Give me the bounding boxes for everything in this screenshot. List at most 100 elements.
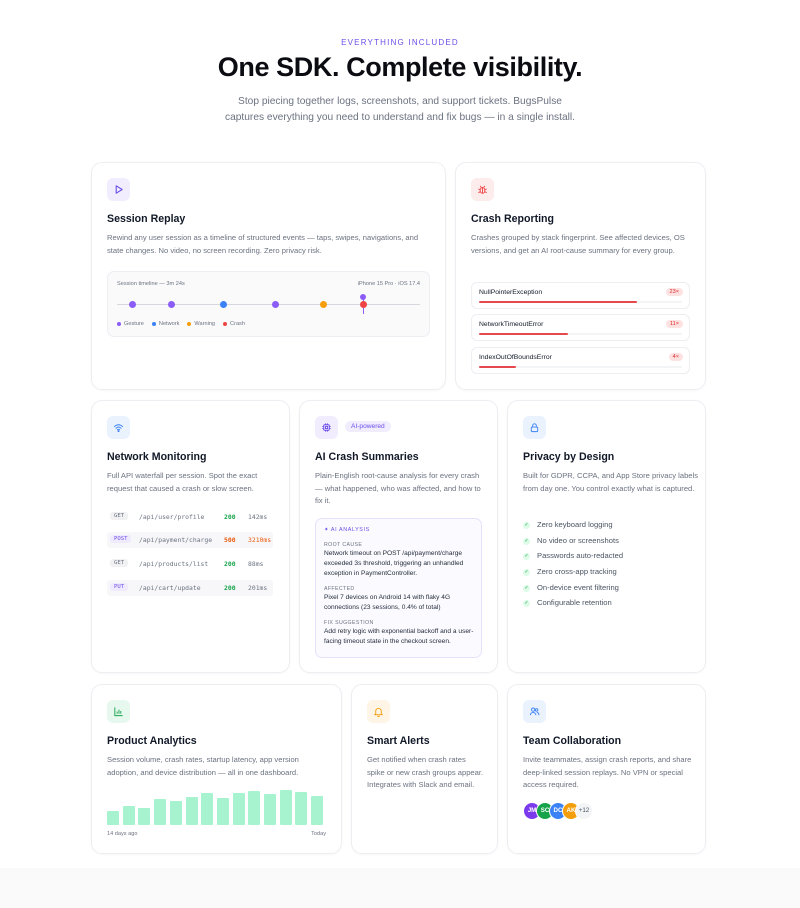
bell-icon xyxy=(367,700,390,723)
card-title: Network Monitoring xyxy=(107,451,207,463)
check-icon: ✓ xyxy=(523,599,530,607)
crash-count-badge: 11× xyxy=(665,320,683,328)
fix-suggestion-label: FIX SUGGESTION xyxy=(324,620,374,626)
timeline-track xyxy=(117,304,420,305)
timeline-event-gesture[interactable] xyxy=(168,301,175,308)
play-icon xyxy=(107,178,130,201)
session-timeline: Session timeline — 3m 24s iPhone 15 Pro … xyxy=(107,271,430,337)
privacy-card: Privacy by Design Built for GDPR, CCPA, … xyxy=(507,400,706,673)
fix-suggestion-text: Add retry logic with exponential backoff… xyxy=(324,628,474,645)
request-row[interactable]: GET /api/user/profile 200 142ms xyxy=(107,509,273,525)
timeline-event-gesture[interactable] xyxy=(129,301,136,308)
eyebrow: EVERYTHING INCLUDED xyxy=(341,38,459,47)
affected-label: AFFECTED xyxy=(324,586,355,592)
privacy-feature: ✓ Configurable retention xyxy=(523,598,612,607)
page-subtitle: Stop piecing together logs, screenshots,… xyxy=(225,96,575,123)
legend-gesture: Gesture xyxy=(117,321,144,327)
method-badge: GET xyxy=(110,559,129,567)
method-badge: POST xyxy=(110,535,132,543)
request-row[interactable]: GET /api/products/list 200 88ms xyxy=(107,556,273,572)
card-title: AI Crash Summaries xyxy=(315,451,419,463)
legend-network: Network xyxy=(151,321,179,327)
ai-crash-summaries-card: AI-powered AI Crash Summaries Plain-Engl… xyxy=(299,400,498,673)
check-icon: ✓ xyxy=(523,552,530,560)
analytics-bar xyxy=(295,792,308,825)
analytics-bar xyxy=(138,808,151,825)
crash-group-row[interactable]: NetworkTimeoutError 11× xyxy=(471,314,690,341)
axis-end-label: Today xyxy=(311,831,326,837)
analytics-bar xyxy=(248,791,261,825)
analytics-bar xyxy=(311,796,324,825)
timeline-event-warning[interactable] xyxy=(320,301,327,308)
card-title: Product Analytics xyxy=(107,735,197,747)
card-description: Session volume, crash rates, startup lat… xyxy=(107,755,299,777)
analytics-bar xyxy=(154,799,167,825)
analytics-bar xyxy=(201,793,214,825)
next-section-background xyxy=(0,868,800,908)
analytics-bar xyxy=(122,806,135,825)
request-row[interactable]: PUT /api/cart/update 200 201ms xyxy=(107,580,273,596)
analytics-bar xyxy=(279,790,292,825)
card-description: Crashes grouped by stack fingerprint. Se… xyxy=(471,233,685,255)
crash-bar xyxy=(479,333,569,335)
analytics-bar xyxy=(216,798,229,825)
check-icon: ✓ xyxy=(523,584,530,592)
crash-bar xyxy=(479,366,516,368)
request-row[interactable]: POST /api/payment/charge 500 3210ms xyxy=(107,532,273,548)
page-title: One SDK. Complete visibility. xyxy=(217,52,583,82)
method-badge: PUT xyxy=(110,583,129,591)
analytics-bar xyxy=(185,797,198,825)
card-title: Session Replay xyxy=(107,213,186,225)
timeline-event-gesture[interactable] xyxy=(272,301,279,308)
crash-bar xyxy=(479,301,638,303)
card-description: Full API waterfall per session. Spot the… xyxy=(107,471,258,493)
timeline-event-network[interactable] xyxy=(220,301,227,308)
legend-crash: Crash xyxy=(223,321,245,327)
crash-group-row[interactable]: NullPointerException 23× xyxy=(471,282,690,309)
crash-count-badge: 4× xyxy=(668,353,683,361)
bar-chart-icon xyxy=(107,700,130,723)
more-members-badge[interactable]: +12 xyxy=(575,802,593,820)
product-analytics-card: Product Analytics Session volume, crash … xyxy=(91,684,342,854)
analytics-bar xyxy=(169,801,182,825)
lock-icon xyxy=(523,416,546,439)
card-description: Get notified when crash rates spike or n… xyxy=(367,755,484,790)
network-monitoring-card: Network Monitoring Full API waterfall pe… xyxy=(91,400,290,673)
affected-text: Pixel 7 devices on Android 14 with flaky… xyxy=(324,594,451,611)
crash-reporting-card: Crash Reporting Crashes grouped by stack… xyxy=(455,162,706,390)
crash-group-row[interactable]: IndexOutOfBoundsError 4× xyxy=(471,347,690,374)
axis-start-label: 14 days ago xyxy=(107,831,138,837)
card-description: Plain-English root-cause analysis for ev… xyxy=(315,471,481,506)
users-icon xyxy=(523,700,546,723)
privacy-feature: ✓ Passwords auto-redacted xyxy=(523,551,624,560)
ai-powered-badge: AI-powered xyxy=(345,421,391,432)
card-description: Built for GDPR, CCPA, and App Store priv… xyxy=(523,471,699,493)
privacy-feature: ✓ No video or screenshots xyxy=(523,536,619,545)
card-title: Privacy by Design xyxy=(523,451,615,463)
chip-icon xyxy=(315,416,338,439)
session-replay-card: Session Replay Rewind any user session a… xyxy=(91,162,446,390)
privacy-feature: ✓ Zero cross-app tracking xyxy=(523,567,617,576)
card-title: Team Collaboration xyxy=(523,735,622,747)
crash-count-badge: 23× xyxy=(665,288,683,296)
timeline-event-crash[interactable] xyxy=(360,294,367,314)
root-cause-label: ROOT CAUSE xyxy=(324,542,363,548)
card-description: Invite teammates, assign crash reports, … xyxy=(523,755,692,790)
check-icon: ✓ xyxy=(523,537,530,545)
privacy-feature: ✓ Zero keyboard logging xyxy=(523,520,613,529)
timeline-legend: Gesture Network Warning Crash xyxy=(117,321,245,327)
analytics-bar xyxy=(264,794,276,825)
wifi-icon xyxy=(107,416,130,439)
ai-analysis-heading: ✦ AI ANALYSIS xyxy=(324,527,370,533)
card-description: Rewind any user session as a timeline of… xyxy=(107,233,419,255)
root-cause-text: Network timeout on POST /api/payment/cha… xyxy=(324,550,464,577)
analytics-bar xyxy=(232,793,245,825)
device-label: iPhone 15 Pro · iOS 17.4 xyxy=(357,281,420,287)
team-collaboration-card: Team Collaboration Invite teammates, ass… xyxy=(507,684,706,854)
privacy-feature: ✓ On-device event filtering xyxy=(523,583,619,592)
smart-alerts-card: Smart Alerts Get notified when crash rat… xyxy=(351,684,498,854)
check-icon: ✓ xyxy=(523,568,530,576)
timeline-label: Session timeline — 3m 24s xyxy=(117,281,185,287)
method-badge: GET xyxy=(110,512,129,520)
bug-icon xyxy=(471,178,494,201)
